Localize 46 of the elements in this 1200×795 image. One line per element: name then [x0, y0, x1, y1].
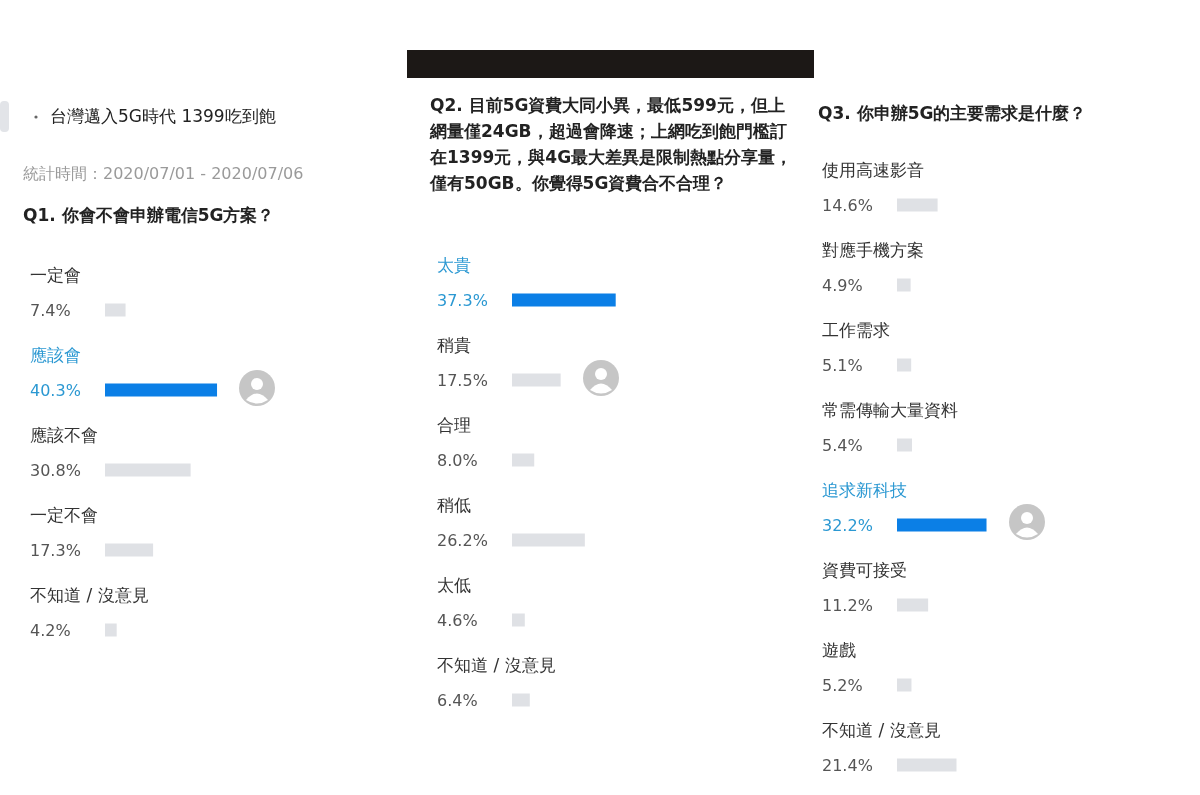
category: 遊戲 — [822, 640, 856, 660]
value-label: 5.4% — [822, 435, 863, 455]
category: 資費可接受 — [822, 560, 907, 580]
title: Q2. 目前5G資費大同小異，最低599元，但上 — [430, 95, 785, 115]
category: 使用高速影音 — [822, 160, 924, 180]
category: 對應手機方案 — [822, 240, 924, 260]
value-label: 5.1% — [822, 355, 863, 375]
category: 稍貴 — [437, 335, 471, 355]
category: 合理 — [437, 415, 471, 435]
category: 不知道 / 沒意見 — [30, 585, 149, 605]
title: 僅有50GB。你覺得5G資費合不合理？ — [430, 173, 728, 193]
category: 不知道 / 沒意見 — [437, 655, 556, 675]
title: 網量僅24GB，超過會降速；上網吃到飽門檻訂 — [430, 121, 787, 141]
title: 台灣邁入5G時代 1399吃到飽 — [50, 106, 276, 126]
annotation: 統計時間：2020/07/01 - 2020/07/06 — [23, 163, 304, 183]
value-label: 26.2% — [437, 530, 488, 550]
title: Q1. 你會不會申辦電信5G方案？ — [23, 205, 275, 225]
category: 一定不會 — [30, 505, 98, 525]
category: 常需傳輸大量資料 — [822, 400, 958, 420]
category: 不知道 / 沒意見 — [822, 720, 941, 740]
value-label: 4.2% — [30, 620, 71, 640]
category: 追求新科技 — [822, 480, 907, 500]
category: 稍低 — [437, 495, 471, 515]
value-label: 4.9% — [822, 275, 863, 295]
value-label: 17.3% — [30, 540, 81, 560]
value-label: 4.6% — [437, 610, 478, 630]
value-label: 37.3% — [437, 290, 488, 310]
value-label: 5.2% — [822, 675, 863, 695]
category: 太貴 — [437, 255, 471, 275]
value-label: 17.5% — [437, 370, 488, 390]
value-label: 11.2% — [822, 595, 873, 615]
category: 一定會 — [30, 265, 81, 285]
value-label: 14.6% — [822, 195, 873, 215]
value-label: 21.4% — [822, 755, 873, 775]
category: 應該會 — [30, 345, 81, 365]
category: 工作需求 — [822, 320, 890, 340]
value-label: 8.0% — [437, 450, 478, 470]
value-label: 7.4% — [30, 300, 71, 320]
title: Q3. 你申辦5G的主要需求是什麼？ — [818, 103, 1087, 123]
category: 應該不會 — [30, 425, 98, 445]
value-label: 30.8% — [30, 460, 81, 480]
value-label: 40.3% — [30, 380, 81, 400]
value-label: 32.2% — [822, 515, 873, 535]
value-label: 6.4% — [437, 690, 478, 710]
category: 太低 — [437, 575, 471, 595]
title: 在1399元，與4G最大差異是限制熱點分享量， — [430, 147, 793, 167]
